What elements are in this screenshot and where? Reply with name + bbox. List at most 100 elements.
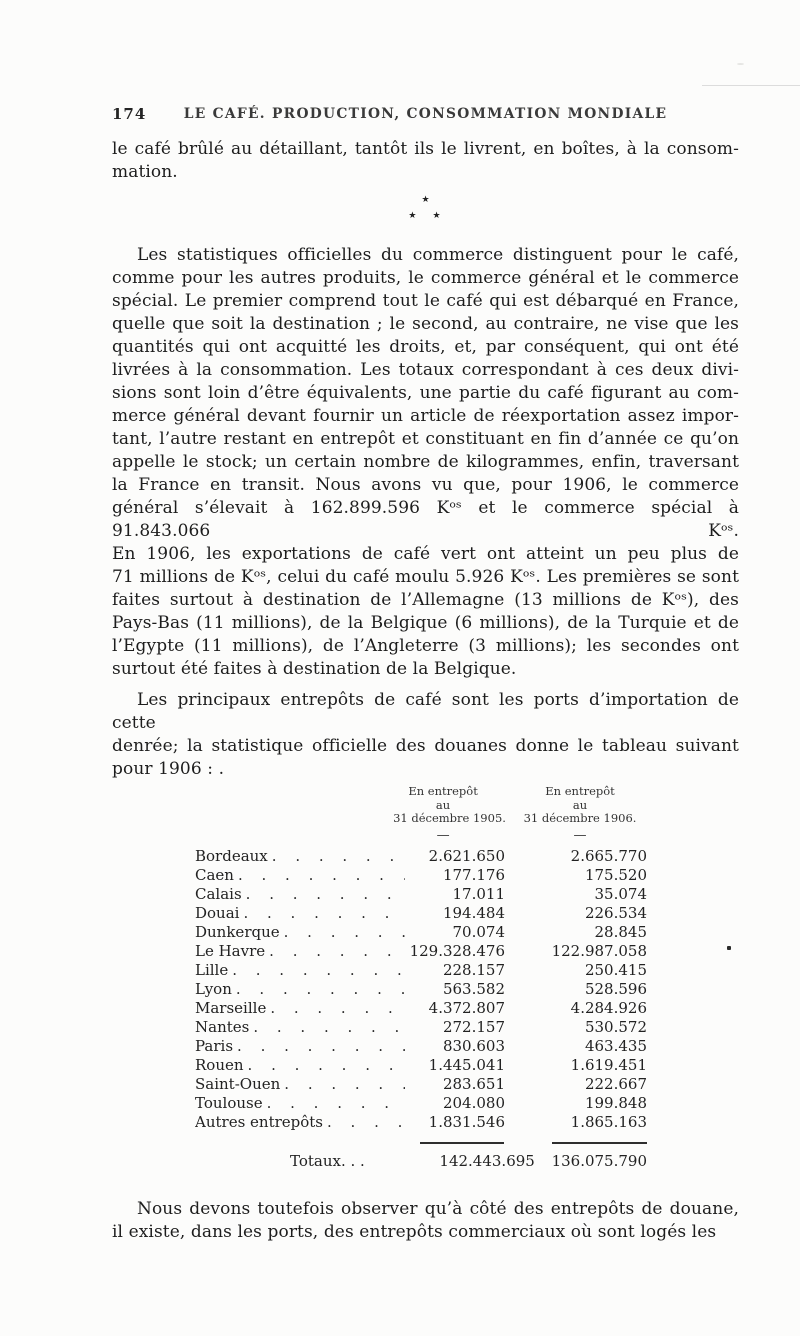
dot-leader: . . . . . . . . . . . . . . . . . . . . (284, 1075, 405, 1093)
text-line: Les principaux entrepôts de café sont le… (112, 690, 739, 733)
scan-artifact-smudge (737, 63, 744, 65)
value-1905: 1.445.041 (428, 1056, 505, 1074)
table-row: Autres entrepôts. . . . . . . . . . . . … (195, 1113, 647, 1132)
dot-leader: . . . . . . . . . . . . . . . . . . . . (283, 923, 405, 941)
text-line: surtout été faites à destination de la B… (112, 659, 517, 679)
dot-leader: . . . . . . . . . . . . . . . . . . . . (269, 942, 405, 960)
text-line: 71 millions de Kᵒˢ, celui du café moulu … (112, 567, 739, 587)
value-1905: 129.328.476 (409, 942, 505, 960)
table-row: Lyon. . . . . . . . . . . . . . . . . . … (195, 980, 647, 999)
table-row: Saint-Ouen. . . . . . . . . . . . . . . … (195, 1075, 647, 1094)
value-1905: 2.621.650 (428, 847, 505, 865)
dot-leader: . . . . . . . . . . . . . . . . . . . . (243, 904, 405, 922)
value-1905: 272.157 (442, 1018, 505, 1036)
value-1906: 1.865.163 (570, 1113, 647, 1131)
table-row: Marseille. . . . . . . . . . . . . . . .… (195, 999, 647, 1018)
table-row: Toulouse. . . . . . . . . . . . . . . . … (195, 1094, 647, 1113)
text-line: merce général devant fournir un article … (112, 406, 739, 426)
table-row: Dunkerque. . . . . . . . . . . . . . . .… (195, 923, 647, 942)
star-icon: ★ (432, 211, 457, 221)
row-label: Paris (195, 1037, 234, 1055)
column-header-1906: En entrepôt au 31 décembre 1906. — (493, 784, 647, 842)
value-1906: 2.665.770 (570, 847, 647, 865)
dot-leader: . . . . . . . . . . . . . . . . . . . . (253, 1018, 405, 1036)
text-line: Pays-Bas (11 millions), de la Belgique (… (112, 613, 739, 633)
scan-artifact-speck (727, 946, 731, 950)
text-line: sions sont loin d’être équivalents, une … (112, 383, 739, 403)
value-1906: 199.848 (584, 1094, 647, 1112)
row-label: Douai (195, 904, 240, 922)
text-line: tant, l’autre restant en entrepôt et con… (112, 429, 739, 449)
dot-leader: . . . . . . . . . . . . . . . . . . . . (247, 1056, 405, 1074)
text-line: denrée; la statistique officielle des do… (112, 736, 739, 756)
text-line: spécial. Le premier comprend tout le caf… (112, 291, 739, 311)
row-label: Caen (195, 866, 234, 884)
total-rule-1906 (551, 1142, 647, 1144)
paragraph-statistics: Les statistiques officielles du commerce… (112, 244, 739, 681)
value-1905: 830.603 (442, 1037, 505, 1055)
text-line: mation. (112, 162, 178, 182)
dot-leader: . . . . . . . . . . . . . . . . . . . . (232, 961, 405, 979)
dot-leader: . . . . . . . . . . . . . . . . . . . . (235, 980, 405, 998)
table-row: Le Havre. . . . . . . . . . . . . . . . … (195, 942, 647, 961)
dot-leader: . . . . . . . . . . . . . . . . . . . . (237, 866, 405, 884)
text-line: l’Egypte (11 millions), de l’Angleterre … (112, 636, 739, 656)
entrepot-table: En entrepôt au 31 décembre 1905. — En en… (195, 784, 647, 1171)
running-title: LE CAFÉ. PRODUCTION, CONSOMMATION MONDIA… (183, 106, 668, 122)
value-1906: 1.619.451 (570, 1056, 647, 1074)
row-label: Autres entrepôts (195, 1113, 324, 1131)
header-dash: — (436, 827, 450, 843)
text-line: il existe, dans les ports, des entrepôts… (112, 1222, 717, 1242)
row-label: Dunkerque (195, 923, 280, 941)
value-1906: 530.572 (584, 1018, 647, 1036)
row-label: Rouen (195, 1056, 244, 1074)
value-1905: 228.157 (442, 961, 505, 979)
header-line: 31 décembre 1905. (393, 811, 506, 825)
totals-rules (195, 1142, 647, 1144)
dot-leader: . . . . . . . . . . . . . . . . . . . . (271, 847, 405, 865)
page-number: 174 (112, 105, 147, 123)
scan-artifact-line (702, 85, 800, 86)
text-line: Les statistiques officielles du commerce… (137, 245, 739, 265)
table-row: Paris. . . . . . . . . . . . . . . . . .… (195, 1037, 647, 1056)
text-line: appelle le stock; un certain nombre de k… (112, 452, 739, 472)
page-body: 174 LE CAFÉ. PRODUCTION, CONSOMMATION MO… (112, 105, 739, 1244)
text-line: la France en transit. Nous avons vu que,… (112, 475, 739, 495)
value-1906: 528.596 (584, 980, 647, 998)
row-label: Toulouse (195, 1094, 263, 1112)
text-line: faites surtout à destination de l’Allema… (112, 590, 739, 610)
value-1905: 194.484 (442, 904, 505, 922)
value-1906: 28.845 (594, 923, 648, 941)
row-label: Lille (195, 961, 229, 979)
text-line: général s’élevait à 162.899.596 Kᵒˢ et l… (112, 498, 739, 541)
column-header-1905: En entrepôt au 31 décembre 1905. — (393, 784, 506, 843)
value-1906: 222.667 (584, 1075, 647, 1093)
star-icon: ★ (421, 195, 430, 205)
table-row: Nantes. . . . . . . . . . . . . . . . . … (195, 1018, 647, 1037)
entrepot-table-body: Bordeaux. . . . . . . . . . . . . . . . … (195, 847, 647, 1132)
totals-label: Totaux. . . (290, 1152, 365, 1170)
row-label: Calais (195, 885, 242, 903)
table-row: Bordeaux. . . . . . . . . . . . . . . . … (195, 847, 647, 866)
value-1906: 4.284.926 (570, 999, 647, 1017)
text-line: Nous devons toutefois observer qu’à côté… (137, 1199, 739, 1219)
paragraph-entrepots: Les principaux entrepôts de café sont le… (112, 689, 739, 781)
value-1906: 226.534 (584, 904, 647, 922)
table-row: Douai. . . . . . . . . . . . . . . . . .… (195, 904, 647, 923)
value-1905: 283.651 (442, 1075, 505, 1093)
value-1906: 250.415 (584, 961, 647, 979)
text-line: pour 1906 : . (112, 759, 225, 779)
value-1905: 70.074 (452, 923, 506, 941)
header-spacer (195, 785, 393, 842)
paragraph-closing: Nous devons toutefois observer qu’à côté… (112, 1198, 739, 1244)
table-row: Rouen. . . . . . . . . . . . . . . . . .… (195, 1056, 647, 1075)
row-label: Bordeaux (195, 847, 268, 865)
asterism-divider: ★ ★★ (391, 191, 461, 223)
header-line: En entrepôt (545, 784, 615, 798)
dot-leader: . . . . . . . . . . . . . . . . . . . . (237, 1037, 405, 1055)
text-line: quantités qui ont acquitté les droits, e… (112, 337, 739, 357)
dot-leader: . . . . . . . . . . . . . . . . . . . . (327, 1113, 405, 1131)
dot-leader: . . . . . . . . . . . . . . . . . . . . (245, 885, 405, 903)
value-1905: 563.582 (442, 980, 505, 998)
